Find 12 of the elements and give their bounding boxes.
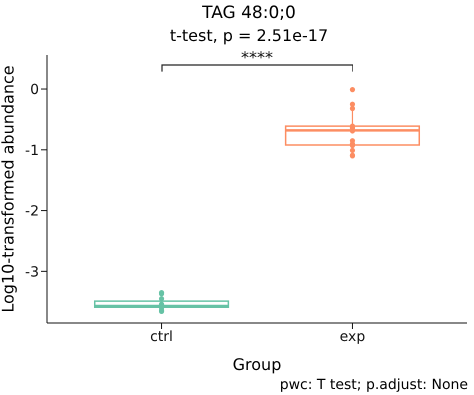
chart-subtitle: t-test, p = 2.51e-17 xyxy=(168,26,330,45)
y-tick-label: 0 xyxy=(30,82,39,98)
x-tick-label: ctrl xyxy=(150,328,173,345)
y-tick-label: -2 xyxy=(25,204,39,220)
x-axis-title: Group xyxy=(232,355,282,374)
text: pwc: T test; p.adjust: None xyxy=(280,377,468,393)
chart-title: TAG 48:0;0 xyxy=(201,3,297,23)
x-tick-label: exp xyxy=(340,328,366,345)
annotation: **** xyxy=(240,48,274,67)
y-tick-label: -1 xyxy=(25,142,39,159)
y-tick-label: -3 xyxy=(25,264,39,280)
y-axis-title: Log10-transformed abundance xyxy=(0,65,18,313)
